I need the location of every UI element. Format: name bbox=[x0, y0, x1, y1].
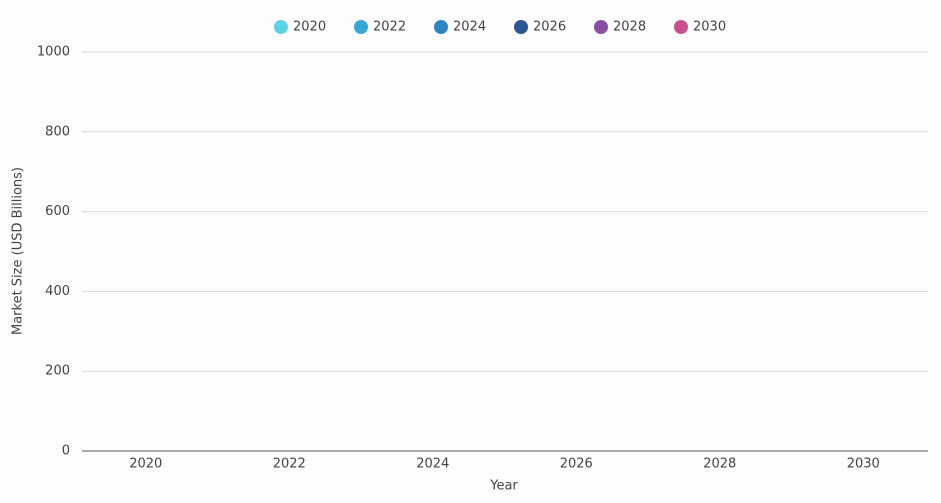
legend-label: 2024 bbox=[453, 20, 486, 35]
y-axis-label: Market Size (USD Billions) bbox=[11, 167, 26, 335]
x-tick-label: 2024 bbox=[416, 457, 449, 472]
x-tick-label: 2020 bbox=[129, 457, 162, 472]
y-tick-label: 200 bbox=[45, 364, 70, 379]
y-tick-label: 400 bbox=[45, 284, 70, 299]
legend-label: 2022 bbox=[373, 20, 406, 35]
y-tick-label: 600 bbox=[45, 204, 70, 219]
x-tick-label: 2022 bbox=[273, 457, 306, 472]
x-tick-label: 2030 bbox=[847, 457, 880, 472]
legend-label: 2028 bbox=[613, 20, 646, 35]
legend-marker bbox=[434, 20, 448, 34]
x-tick-label: 2026 bbox=[560, 457, 593, 472]
legend-marker bbox=[354, 20, 368, 34]
legend-label: 2030 bbox=[693, 20, 726, 35]
legend-marker bbox=[674, 20, 688, 34]
y-tick-label: 0 bbox=[62, 444, 70, 459]
x-axis-label: Year bbox=[489, 479, 518, 494]
y-tick-label: 800 bbox=[45, 124, 70, 139]
y-tick-label: 1000 bbox=[37, 45, 70, 60]
legend-marker bbox=[274, 20, 288, 34]
legend-label: 2026 bbox=[533, 20, 566, 35]
legend-label: 2020 bbox=[293, 20, 326, 35]
x-tick-label: 2028 bbox=[703, 457, 736, 472]
legend-marker bbox=[514, 20, 528, 34]
legend-marker bbox=[594, 20, 608, 34]
